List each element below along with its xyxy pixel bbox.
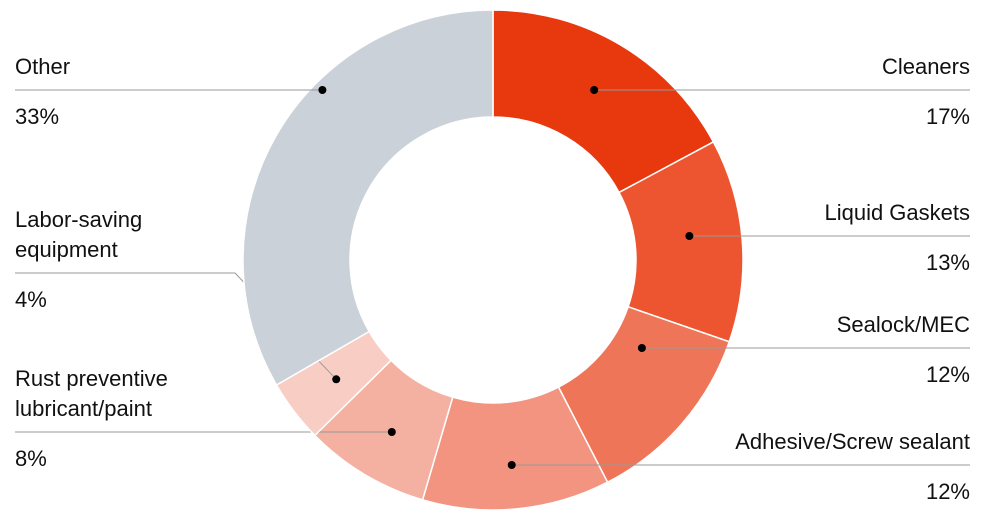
slice-label: Rust preventive (15, 366, 168, 391)
slice-label: lubricant/paint (15, 396, 152, 421)
leader-dot (507, 461, 516, 469)
leader-dot (590, 86, 599, 94)
donut-slice (242, 9, 494, 387)
slice-value: 12% (926, 362, 970, 387)
slice-value: 17% (926, 104, 970, 129)
leader-dot (387, 428, 396, 436)
slice-value: 12% (926, 479, 970, 504)
slice-value: 13% (926, 250, 970, 275)
slice-label: Liquid Gaskets (824, 200, 970, 225)
slice-value: 4% (15, 287, 47, 312)
leader-dot (685, 232, 694, 240)
leader-dot (332, 375, 341, 384)
leader-dot (637, 344, 646, 352)
slice-label: Cleaners (882, 54, 970, 79)
slice-value: 33% (15, 104, 59, 129)
slice-label: Labor-saving (15, 207, 142, 232)
donut-slice (492, 9, 715, 194)
slice-label: Other (15, 54, 70, 79)
slice-label: equipment (15, 237, 118, 262)
slice-label: Adhesive/Screw sealant (735, 429, 970, 454)
slice-label: Sealock/MEC (837, 312, 970, 337)
slice-value: 8% (15, 446, 47, 471)
leader-dot (318, 86, 327, 94)
